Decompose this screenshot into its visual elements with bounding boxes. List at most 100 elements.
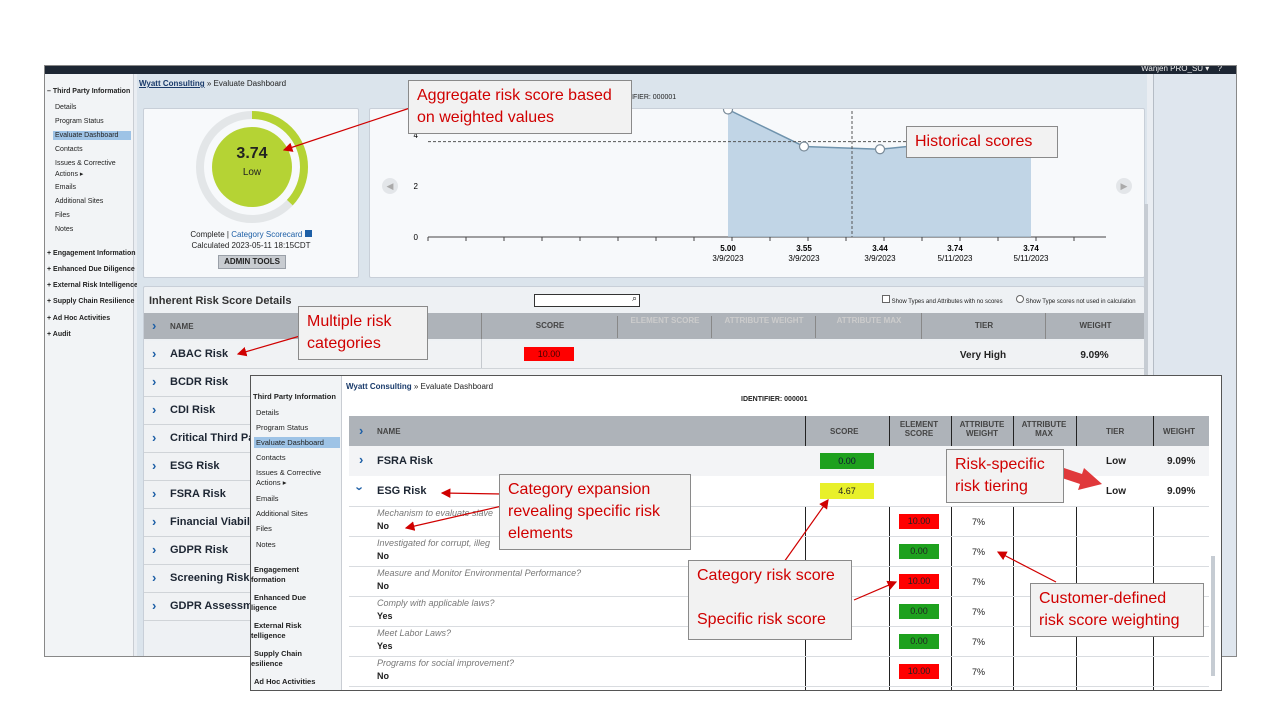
nav-item-evaluate-dashboard[interactable]: Evaluate Dashboard: [53, 131, 131, 140]
breadcrumb-root-link[interactable]: Wyatt Consulting: [346, 382, 412, 391]
nav-item-files[interactable]: Files: [55, 212, 70, 219]
element-weight: 7%: [972, 517, 986, 527]
nav-item-actions[interactable]: Actions ▸: [55, 171, 84, 178]
user-menu[interactable]: Wanjen PRO_SU ▾ ?: [1141, 65, 1222, 73]
nav-item-additional-sites[interactable]: Additional Sites: [256, 509, 308, 518]
option-show-type-scores[interactable]: Show Type scores not used in calculation: [1016, 295, 1136, 305]
nav-item-details[interactable]: Details: [55, 104, 77, 111]
nav-section-ad-hoc[interactable]: + Ad Hoc Activities: [47, 315, 111, 322]
y-tick-label: 0: [414, 233, 419, 242]
inset-row-esg[interactable]: › ESG Risk 4.67 Low 9.09%: [349, 476, 1209, 507]
nav-item-additional-sites[interactable]: Additional Sites: [55, 198, 104, 205]
inset-table-header: › NAME SCORE ELEMENT SCORE ATTRIBUTE WEIGH…: [349, 416, 1209, 446]
nav-section-supply-chain[interactable]: + Supply Chain Resilience: [47, 298, 135, 305]
nav-item-evaluate-dashboard[interactable]: Evaluate Dashboard: [254, 437, 340, 448]
admin-tools-button[interactable]: ADMIN TOOLS: [218, 255, 286, 269]
checkbox-icon[interactable]: [882, 295, 890, 303]
col-weight[interactable]: WEIGHT: [1163, 427, 1195, 436]
x-value-label: 3.74: [947, 244, 963, 253]
nav-item-issues[interactable]: Issues & Corrective: [256, 468, 322, 477]
chevron-right-icon[interactable]: ›: [152, 486, 157, 501]
nav-section-external-risk[interactable]: + External Risk Intelligence: [47, 282, 138, 289]
nav-item-contacts[interactable]: Contacts: [256, 453, 286, 462]
nav-section-third-party[interactable]: – Third Party Information: [47, 88, 131, 95]
chevron-right-icon[interactable]: ›: [152, 458, 157, 473]
chevron-right-icon[interactable]: ▶: [1121, 181, 1128, 191]
radio-icon[interactable]: [1016, 295, 1024, 303]
nav-section-engagement[interactable]: Engagement: [254, 565, 300, 574]
nav-item-emails[interactable]: Emails: [256, 494, 279, 503]
expand-all-icon[interactable]: ›: [152, 318, 157, 333]
nav-item-program-status[interactable]: Program Status: [55, 118, 104, 125]
history-point[interactable]: [798, 141, 810, 152]
element-score-badge: 10.00: [899, 514, 939, 529]
nav-item-notes[interactable]: Notes: [256, 540, 276, 549]
chart-prev-button[interactable]: [382, 178, 398, 194]
element-weight: 7%: [972, 667, 986, 677]
col-name[interactable]: NAME: [170, 322, 194, 331]
history-chart: 64205.003/9/20233.553/9/20233.443/9/2023…: [382, 109, 1132, 263]
nav-section-third-party[interactable]: Third Party Information: [253, 392, 336, 401]
col-name[interactable]: NAME: [377, 427, 401, 436]
help-icon[interactable]: ?: [1217, 65, 1222, 73]
nav-item-files[interactable]: Files: [256, 524, 272, 533]
nav-item-contacts[interactable]: Contacts: [55, 146, 83, 153]
chevron-right-icon[interactable]: ›: [152, 374, 157, 389]
nav-item-issues[interactable]: Issues & Corrective: [55, 160, 116, 167]
element-weight: 7%: [972, 577, 986, 587]
user-label: Wanjen PRO_SU: [1141, 65, 1204, 73]
history-point[interactable]: [874, 144, 886, 155]
col-tier[interactable]: TIER: [1106, 427, 1125, 436]
nav-item-emails[interactable]: Emails: [55, 184, 77, 191]
category-scorecard-link[interactable]: Category Scorecard: [231, 230, 303, 239]
nav-item-notes[interactable]: Notes: [55, 226, 74, 233]
nav-section-edd[interactable]: + Enhanced Due Diligence: [47, 266, 135, 273]
nav-section-supply-chain[interactable]: Supply Chain: [254, 649, 302, 658]
nav-section-ad-hoc[interactable]: Ad Hoc Activities: [254, 677, 316, 686]
chevron-right-icon[interactable]: ›: [152, 402, 157, 417]
expand-all-icon[interactable]: ›: [359, 423, 364, 438]
breadcrumb: Wyatt Consulting » Evaluate Dashboard: [139, 79, 287, 88]
nav-section-edd[interactable]: Enhanced Due: [254, 593, 307, 602]
chevron-right-icon[interactable]: ›: [152, 514, 157, 529]
chevron-right-icon[interactable]: ›: [152, 346, 157, 361]
breadcrumb-root-link[interactable]: Wyatt Consulting: [139, 79, 205, 88]
chevron-left-icon[interactable]: ◀: [387, 181, 394, 191]
element-row: Meet Labor Laws? Yes 0.00 7%: [349, 626, 1209, 657]
external-link-icon[interactable]: [304, 230, 312, 237]
search-icon[interactable]: ⌕: [631, 293, 637, 303]
inset-scrollbar[interactable]: [1211, 556, 1215, 676]
gauge-score: 3.74: [236, 145, 268, 162]
nav-section-external-risk[interactable]: External Risk: [254, 621, 302, 630]
callout-weighting: Customer-defined risk score weighting: [1030, 583, 1204, 637]
nav-item-program-status[interactable]: Program Status: [256, 423, 309, 432]
nav-item-actions[interactable]: Actions ▸: [256, 478, 287, 487]
details-search-input[interactable]: ⌕: [534, 293, 640, 307]
table-row[interactable]: › ABAC Risk 10.00 Very High 9.09%: [144, 339, 1144, 369]
col-score[interactable]: SCORE: [481, 313, 618, 339]
nav-section-audit[interactable]: + Audit: [47, 331, 71, 338]
chevron-right-icon[interactable]: ›: [359, 452, 364, 467]
callout-aggregate: Aggregate risk score based on weighted va…: [408, 80, 632, 134]
chevron-right-icon[interactable]: ›: [152, 430, 157, 445]
row-weight: 9.09%: [1080, 350, 1109, 361]
nav-section-engagement[interactable]: + Engagement Information: [47, 250, 136, 257]
nav-item-details[interactable]: Details: [256, 408, 279, 417]
col-weight[interactable]: WEIGHT: [1045, 313, 1145, 339]
x-value-label: 3.55: [796, 244, 812, 253]
chevron-down-icon[interactable]: ›: [352, 486, 368, 491]
element-weight: 7%: [972, 607, 986, 617]
option-show-types-no-scores[interactable]: Show Types and Attributes with no scores: [882, 295, 1003, 305]
row-name: Financial Viabil: [170, 516, 250, 528]
chart-next-button[interactable]: [1116, 178, 1132, 194]
chevron-right-icon[interactable]: ›: [152, 598, 157, 613]
col-score[interactable]: SCORE: [830, 427, 859, 436]
inset-row-fsra[interactable]: › FSRA Risk 0.00 Low 9.09%: [349, 446, 1209, 477]
gauge-calculated: Calculated 2023-05-11 18:15CDT: [191, 241, 311, 250]
row-name: Critical Third Pa: [170, 432, 255, 444]
history-point[interactable]: [722, 109, 734, 115]
chevron-right-icon[interactable]: ›: [152, 570, 157, 585]
col-tier[interactable]: TIER: [921, 313, 1046, 339]
col-attribute-weight: ATTRIBUTE WEIGHT: [711, 316, 816, 338]
chevron-right-icon[interactable]: ›: [152, 542, 157, 557]
